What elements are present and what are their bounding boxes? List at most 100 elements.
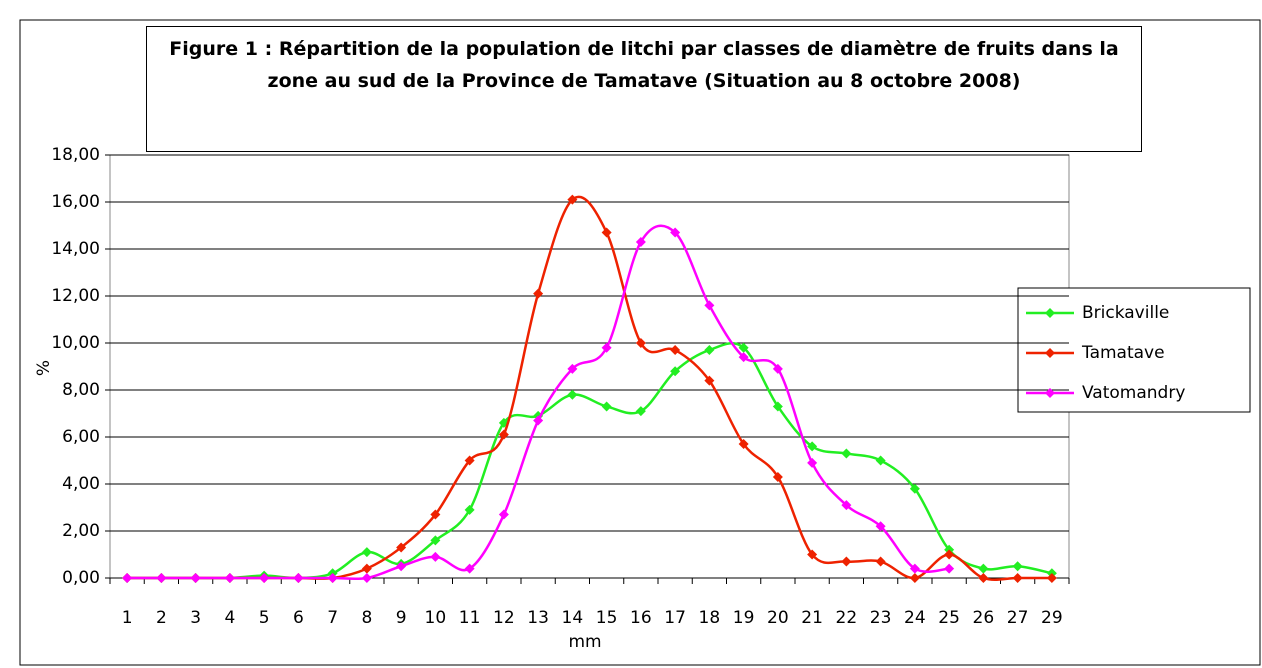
data-point — [430, 535, 441, 546]
data-point — [601, 227, 612, 238]
data-point — [122, 573, 133, 583]
data-point — [190, 573, 201, 583]
data-point — [944, 549, 955, 560]
x-tick-label: 15 — [596, 608, 618, 628]
x-tick-label: 1 — [122, 608, 133, 628]
x-tick-label: 25 — [938, 608, 960, 628]
data-point — [430, 509, 441, 520]
data-point — [704, 345, 715, 356]
legend-label: Vatomandry — [1082, 383, 1185, 403]
data-point — [807, 457, 818, 468]
plot-area — [109, 154, 1070, 579]
data-point — [567, 194, 578, 205]
data-point — [567, 389, 578, 400]
chart-title: Figure 1 : Répartition de la population … — [146, 26, 1142, 152]
y-tick-label: 14,00 — [51, 239, 100, 259]
data-point — [361, 547, 372, 558]
x-tick-label: 21 — [801, 608, 823, 628]
data-point — [361, 573, 372, 583]
data-point — [909, 483, 920, 494]
data-point — [875, 556, 886, 567]
data-point — [293, 573, 304, 583]
x-tick-label: 14 — [562, 608, 584, 628]
y-tick-label: 12,00 — [51, 286, 100, 306]
data-point — [670, 345, 681, 356]
legend-marker — [1045, 308, 1055, 318]
series-line — [127, 342, 1053, 580]
data-point — [704, 300, 715, 311]
x-tick-label: 24 — [904, 608, 926, 628]
data-point — [670, 366, 681, 377]
x-tick-label: 3 — [190, 608, 201, 628]
legend-label: Tamatave — [1081, 343, 1165, 363]
data-point — [807, 549, 818, 560]
y-tick-label: 2,00 — [62, 521, 100, 541]
data-point — [259, 573, 270, 583]
data-point — [464, 563, 475, 574]
data-point — [498, 429, 509, 440]
data-point — [224, 573, 235, 583]
x-tick-label: 9 — [396, 608, 407, 628]
y-tick-label: 0,00 — [62, 568, 100, 588]
y-tick-label: 8,00 — [62, 380, 100, 400]
x-tick-label: 20 — [767, 608, 789, 628]
data-point — [396, 542, 407, 553]
chart-border — [19, 19, 1261, 666]
legend — [1017, 287, 1251, 413]
y-tick-label: 10,00 — [51, 333, 100, 353]
data-point — [635, 338, 646, 348]
data-point — [738, 352, 749, 363]
data-point — [909, 573, 920, 583]
data-point — [978, 573, 989, 583]
data-point — [841, 556, 852, 567]
x-tick-label: 27 — [1007, 608, 1029, 628]
legend-marker — [1045, 348, 1055, 358]
legend-marker — [1045, 388, 1055, 398]
data-point — [464, 504, 475, 515]
data-point — [875, 455, 886, 466]
data-point — [704, 375, 715, 386]
data-point — [772, 401, 783, 412]
data-point — [909, 563, 920, 574]
data-point — [635, 236, 646, 247]
data-point — [738, 439, 749, 450]
data-point — [772, 363, 783, 374]
data-point — [567, 363, 578, 374]
y-axis-label: % — [34, 360, 54, 376]
x-tick-label: 18 — [699, 608, 721, 628]
x-tick-label: 2 — [156, 608, 167, 628]
data-point — [327, 573, 338, 583]
data-point — [807, 441, 818, 452]
x-tick-label: 26 — [973, 608, 995, 628]
data-point — [430, 551, 441, 562]
data-point — [1012, 573, 1023, 583]
data-point — [875, 521, 886, 532]
x-tick-label: 17 — [664, 608, 686, 628]
data-point — [156, 573, 167, 583]
x-tick-label: 5 — [259, 608, 270, 628]
data-point — [464, 455, 475, 466]
data-point — [635, 406, 646, 417]
y-tick-label: 4,00 — [62, 474, 100, 494]
data-point — [498, 509, 509, 520]
data-point — [361, 563, 372, 574]
series-line — [127, 224, 950, 581]
data-point — [1046, 573, 1057, 583]
x-tick-label: 23 — [870, 608, 892, 628]
legend-label: Brickaville — [1082, 303, 1169, 323]
data-point — [738, 342, 749, 353]
x-tick-label: 29 — [1041, 608, 1063, 628]
x-tick-label: 12 — [493, 608, 515, 628]
data-point — [533, 415, 544, 426]
x-tick-label: 8 — [361, 608, 372, 628]
data-point — [944, 563, 955, 574]
data-point — [601, 342, 612, 353]
x-tick-label: 7 — [327, 608, 338, 628]
x-tick-label: 6 — [293, 608, 304, 628]
data-point — [841, 500, 852, 511]
data-point — [772, 471, 783, 482]
data-point — [601, 401, 612, 412]
y-tick-label: 6,00 — [62, 427, 100, 447]
